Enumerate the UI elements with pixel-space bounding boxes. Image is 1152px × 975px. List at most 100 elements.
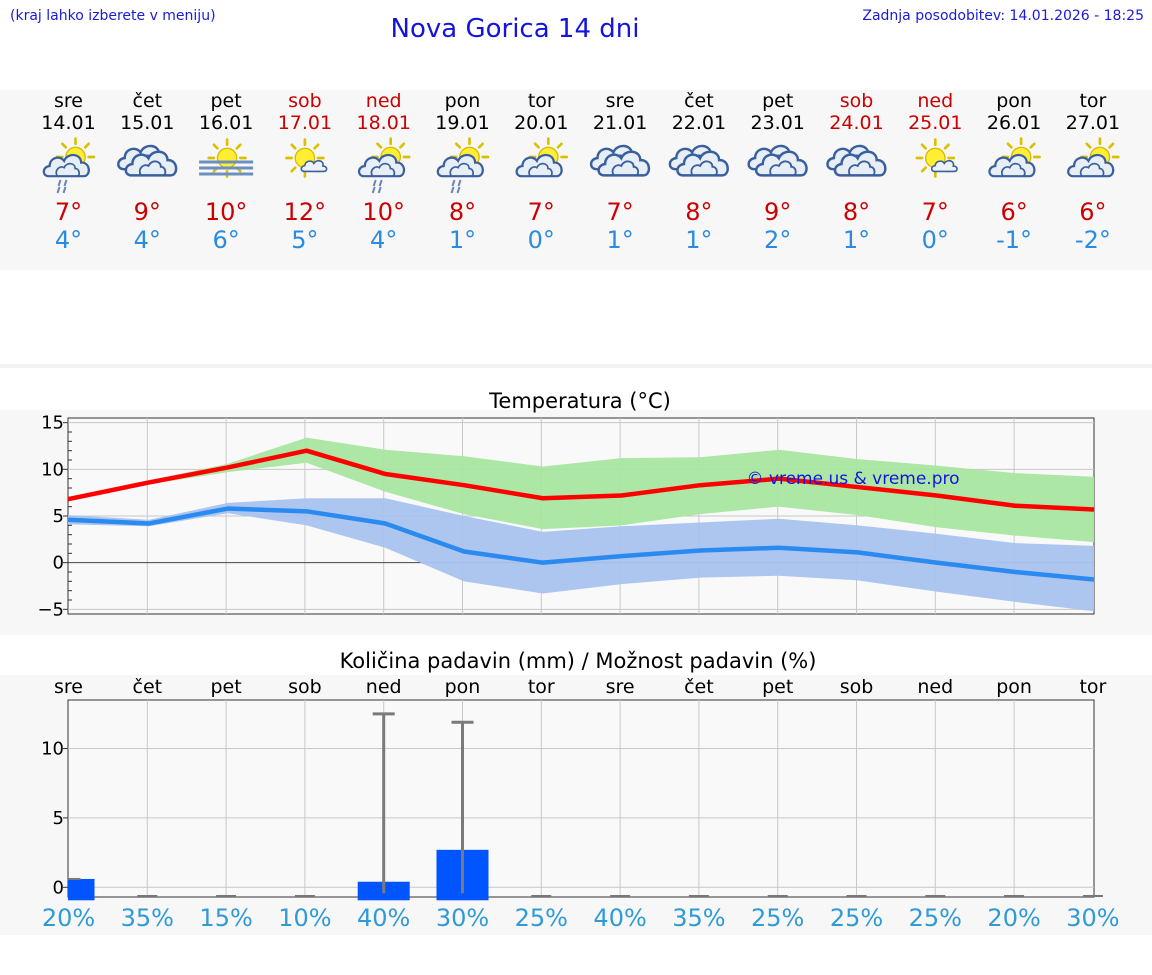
day-name: ned: [917, 90, 953, 112]
max-range-band: [68, 437, 1094, 543]
day-date: 19.01: [435, 112, 489, 134]
y-tick-label: 10: [41, 739, 64, 760]
high-temp: 6°: [1000, 198, 1027, 226]
high-temp: 12°: [284, 198, 327, 226]
rain-drop: [56, 186, 61, 194]
sun-cloud-rain-icon: [357, 137, 411, 194]
high-temp: 8°: [843, 198, 870, 226]
min-range-band: [68, 498, 1094, 612]
rain-drop: [450, 186, 455, 194]
high-temp: 6°: [1079, 198, 1106, 226]
day-date: 23.01: [750, 112, 804, 134]
day-name: sre: [606, 90, 635, 112]
day-name: čet: [684, 90, 714, 112]
y-tick-label: 0: [53, 877, 64, 898]
low-temp: 5°: [291, 226, 318, 254]
precipitation-plot-area: [67, 699, 1095, 898]
low-temp: 0°: [922, 226, 949, 254]
precip-day-label: sob: [288, 676, 322, 698]
sun-cloud-rain-icon: [436, 137, 490, 194]
section-divider: [0, 364, 1152, 368]
precip-day-label: sob: [840, 676, 874, 698]
precip-probability: 25%: [751, 904, 804, 932]
precip-day-label: pet: [762, 676, 793, 698]
precip-probability: 20%: [987, 904, 1040, 932]
cloudy-icon: [117, 144, 178, 177]
day-date: 15.01: [120, 112, 174, 134]
low-temp: -1°: [996, 226, 1032, 254]
precip-bar: [68, 878, 95, 901]
rain-drop: [371, 186, 376, 194]
precip-probability: 25%: [830, 904, 883, 932]
day-name: pet: [762, 90, 793, 112]
precip-probability: 35%: [121, 904, 174, 932]
precip-day-label: sre: [606, 676, 635, 698]
low-temp: 1°: [685, 226, 712, 254]
precip-probability: 40%: [593, 904, 646, 932]
day-name: sre: [54, 90, 83, 112]
cloudy-icon: [747, 144, 808, 177]
day-name: sob: [288, 90, 322, 112]
precip-probability: 30%: [1066, 904, 1119, 932]
page-title: Nova Gorica 14 dni: [390, 14, 640, 44]
day-date: 14.01: [41, 112, 95, 134]
y-tick-label: 0: [53, 553, 64, 574]
copyright-watermark: © vreme.us & vreme.pro: [746, 469, 959, 489]
high-temp: 7°: [55, 198, 82, 226]
day-date: 24.01: [829, 112, 883, 134]
sun-small-cloud-icon: [285, 138, 328, 178]
day-date: 17.01: [278, 112, 332, 134]
day-name: sob: [840, 90, 874, 112]
precip-day-label: čet: [133, 676, 163, 698]
min-temperature-line: [67, 506, 1095, 582]
high-temp: 9°: [764, 198, 791, 226]
cloudy-icon: [826, 144, 887, 177]
sun-fog-icon: [199, 138, 254, 178]
temperature-chart-title: Temperatura (°C): [488, 389, 671, 413]
y-tick-label: 5: [53, 808, 64, 829]
day-name: tor: [528, 90, 555, 112]
rain-drop: [372, 179, 377, 187]
sun-shape: [207, 138, 247, 178]
day-name: pet: [210, 90, 241, 112]
precip-day-label: sre: [54, 676, 83, 698]
y-tick-label: −5: [37, 599, 64, 620]
low-temp: 4°: [370, 226, 397, 254]
sun-cloud-icon: [1067, 137, 1120, 178]
high-temp: 10°: [362, 198, 405, 226]
y-tick-label: 15: [41, 413, 64, 434]
precip-day-label: tor: [528, 676, 555, 698]
rain-drop: [456, 186, 461, 194]
precipitation-chart: Količina padavin (mm) / Možnost padavin …: [41, 649, 1119, 932]
temperature-chart: Temperatura (°C) 15 10 5 0 −5 © vreme.us & vre…: [37, 389, 1095, 620]
precip-probability: 25%: [515, 904, 568, 932]
rain-drop: [63, 179, 68, 187]
day-date: 16.01: [199, 112, 253, 134]
day-name: čet: [133, 90, 163, 112]
day-name: pon: [445, 90, 481, 112]
cloudy-icon: [589, 144, 651, 177]
low-temp: 4°: [134, 226, 161, 254]
rain-drop: [451, 179, 456, 187]
day-name: tor: [1079, 90, 1106, 112]
precip-day-label: ned: [366, 676, 402, 698]
day-date: 25.01: [908, 112, 962, 134]
low-temp: 4°: [55, 226, 82, 254]
sun-small-cloud-icon: [915, 138, 958, 178]
high-temp: 7°: [606, 198, 633, 226]
low-temp: 6°: [212, 226, 239, 254]
rain-drop: [377, 186, 382, 194]
